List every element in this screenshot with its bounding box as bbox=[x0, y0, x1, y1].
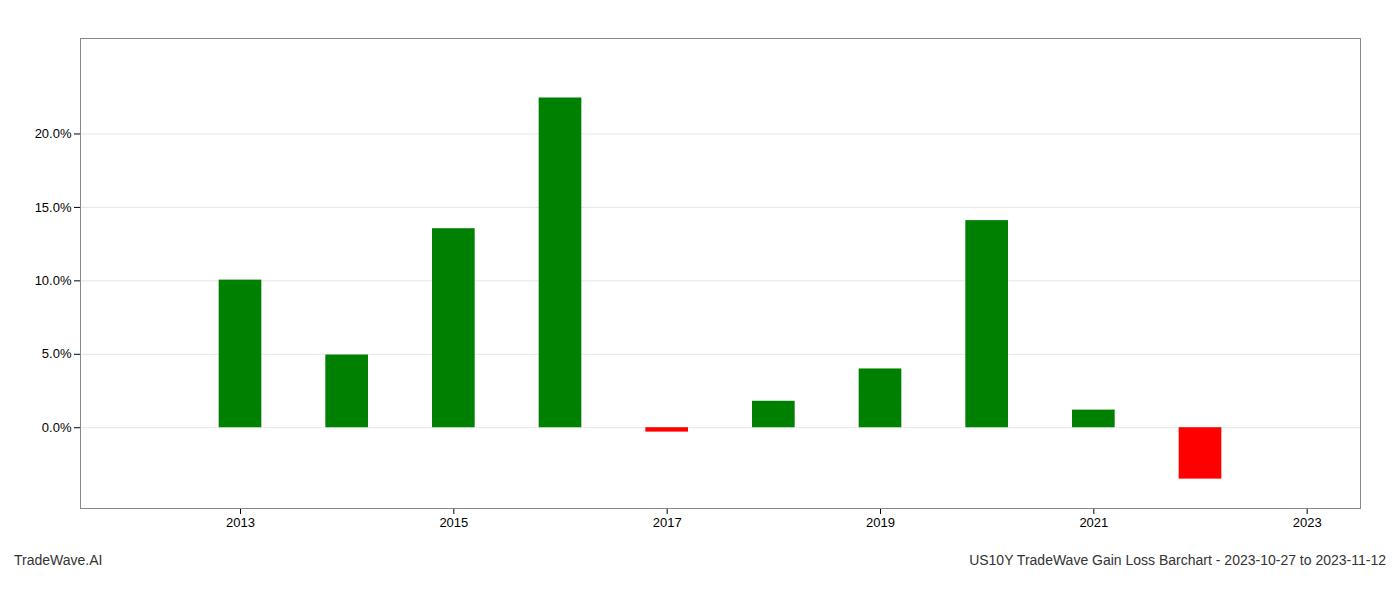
svg-text:2023: 2023 bbox=[1293, 515, 1322, 530]
svg-text:20.0%: 20.0% bbox=[35, 126, 72, 141]
html-text:TradeWave.AI: TradeWave.AI bbox=[14, 552, 103, 568]
svg-text:5.0%: 5.0% bbox=[42, 346, 72, 361]
svg-text:15.0%: 15.0% bbox=[35, 200, 72, 215]
svg-text:2017: 2017 bbox=[653, 515, 682, 530]
svg-text:0.0%: 0.0% bbox=[42, 420, 72, 435]
html-text:US10Y TradeWave Gain Loss Barc: US10Y TradeWave Gain Loss Barchart - 202… bbox=[969, 552, 1386, 568]
svg-text:2021: 2021 bbox=[1079, 515, 1108, 530]
svg-text:2013: 2013 bbox=[226, 515, 255, 530]
svg-text:2015: 2015 bbox=[439, 515, 468, 530]
svg-text:2019: 2019 bbox=[866, 515, 895, 530]
svg-text:10.0%: 10.0% bbox=[35, 273, 72, 288]
